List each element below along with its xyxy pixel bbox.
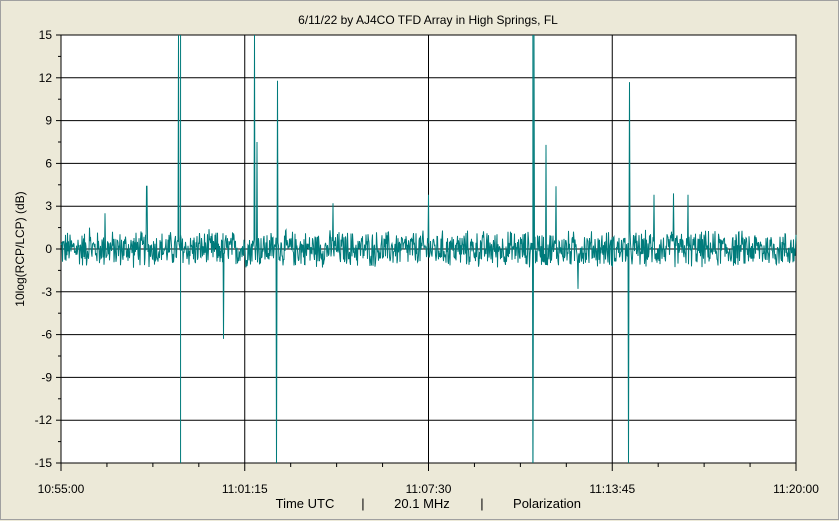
y-tick-label: 12 xyxy=(39,71,53,85)
y-tick-label: -3 xyxy=(41,285,52,299)
x-tick-label: 10:55:00 xyxy=(38,482,85,496)
series-line xyxy=(60,34,797,464)
x-tick-label: 11:20:00 xyxy=(773,482,819,496)
y-tick-label: 0 xyxy=(45,242,52,256)
y-tick-label: 15 xyxy=(39,28,53,42)
x-axis-label-separator-1: | xyxy=(361,496,364,511)
y-tick-label: 3 xyxy=(45,199,52,213)
y-tick-label: 9 xyxy=(45,114,52,128)
x-tick-label: 11:07:30 xyxy=(406,482,452,496)
y-tick-label: 6 xyxy=(45,156,52,170)
y-axis-label: 10log(RCP/LCP) (dB) xyxy=(13,191,27,306)
chart-title: 6/11/22 by AJ4CO TFD Array in High Sprin… xyxy=(298,13,558,27)
y-tick-label: -15 xyxy=(35,456,53,470)
x-axis-label-quantity: Polarization xyxy=(513,496,581,511)
y-tick-label: -6 xyxy=(41,328,52,342)
x-axis-label-separator-2: | xyxy=(480,496,483,511)
y-tick-label: -12 xyxy=(35,413,53,427)
y-tick-label: -9 xyxy=(41,370,52,384)
x-axis-label-frequency: 20.1 MHz xyxy=(394,496,450,511)
x-axis-label-time: Time UTC xyxy=(276,496,335,511)
x-tick-label: 11:13:45 xyxy=(589,482,635,496)
x-tick-label: 11:01:15 xyxy=(222,482,268,496)
